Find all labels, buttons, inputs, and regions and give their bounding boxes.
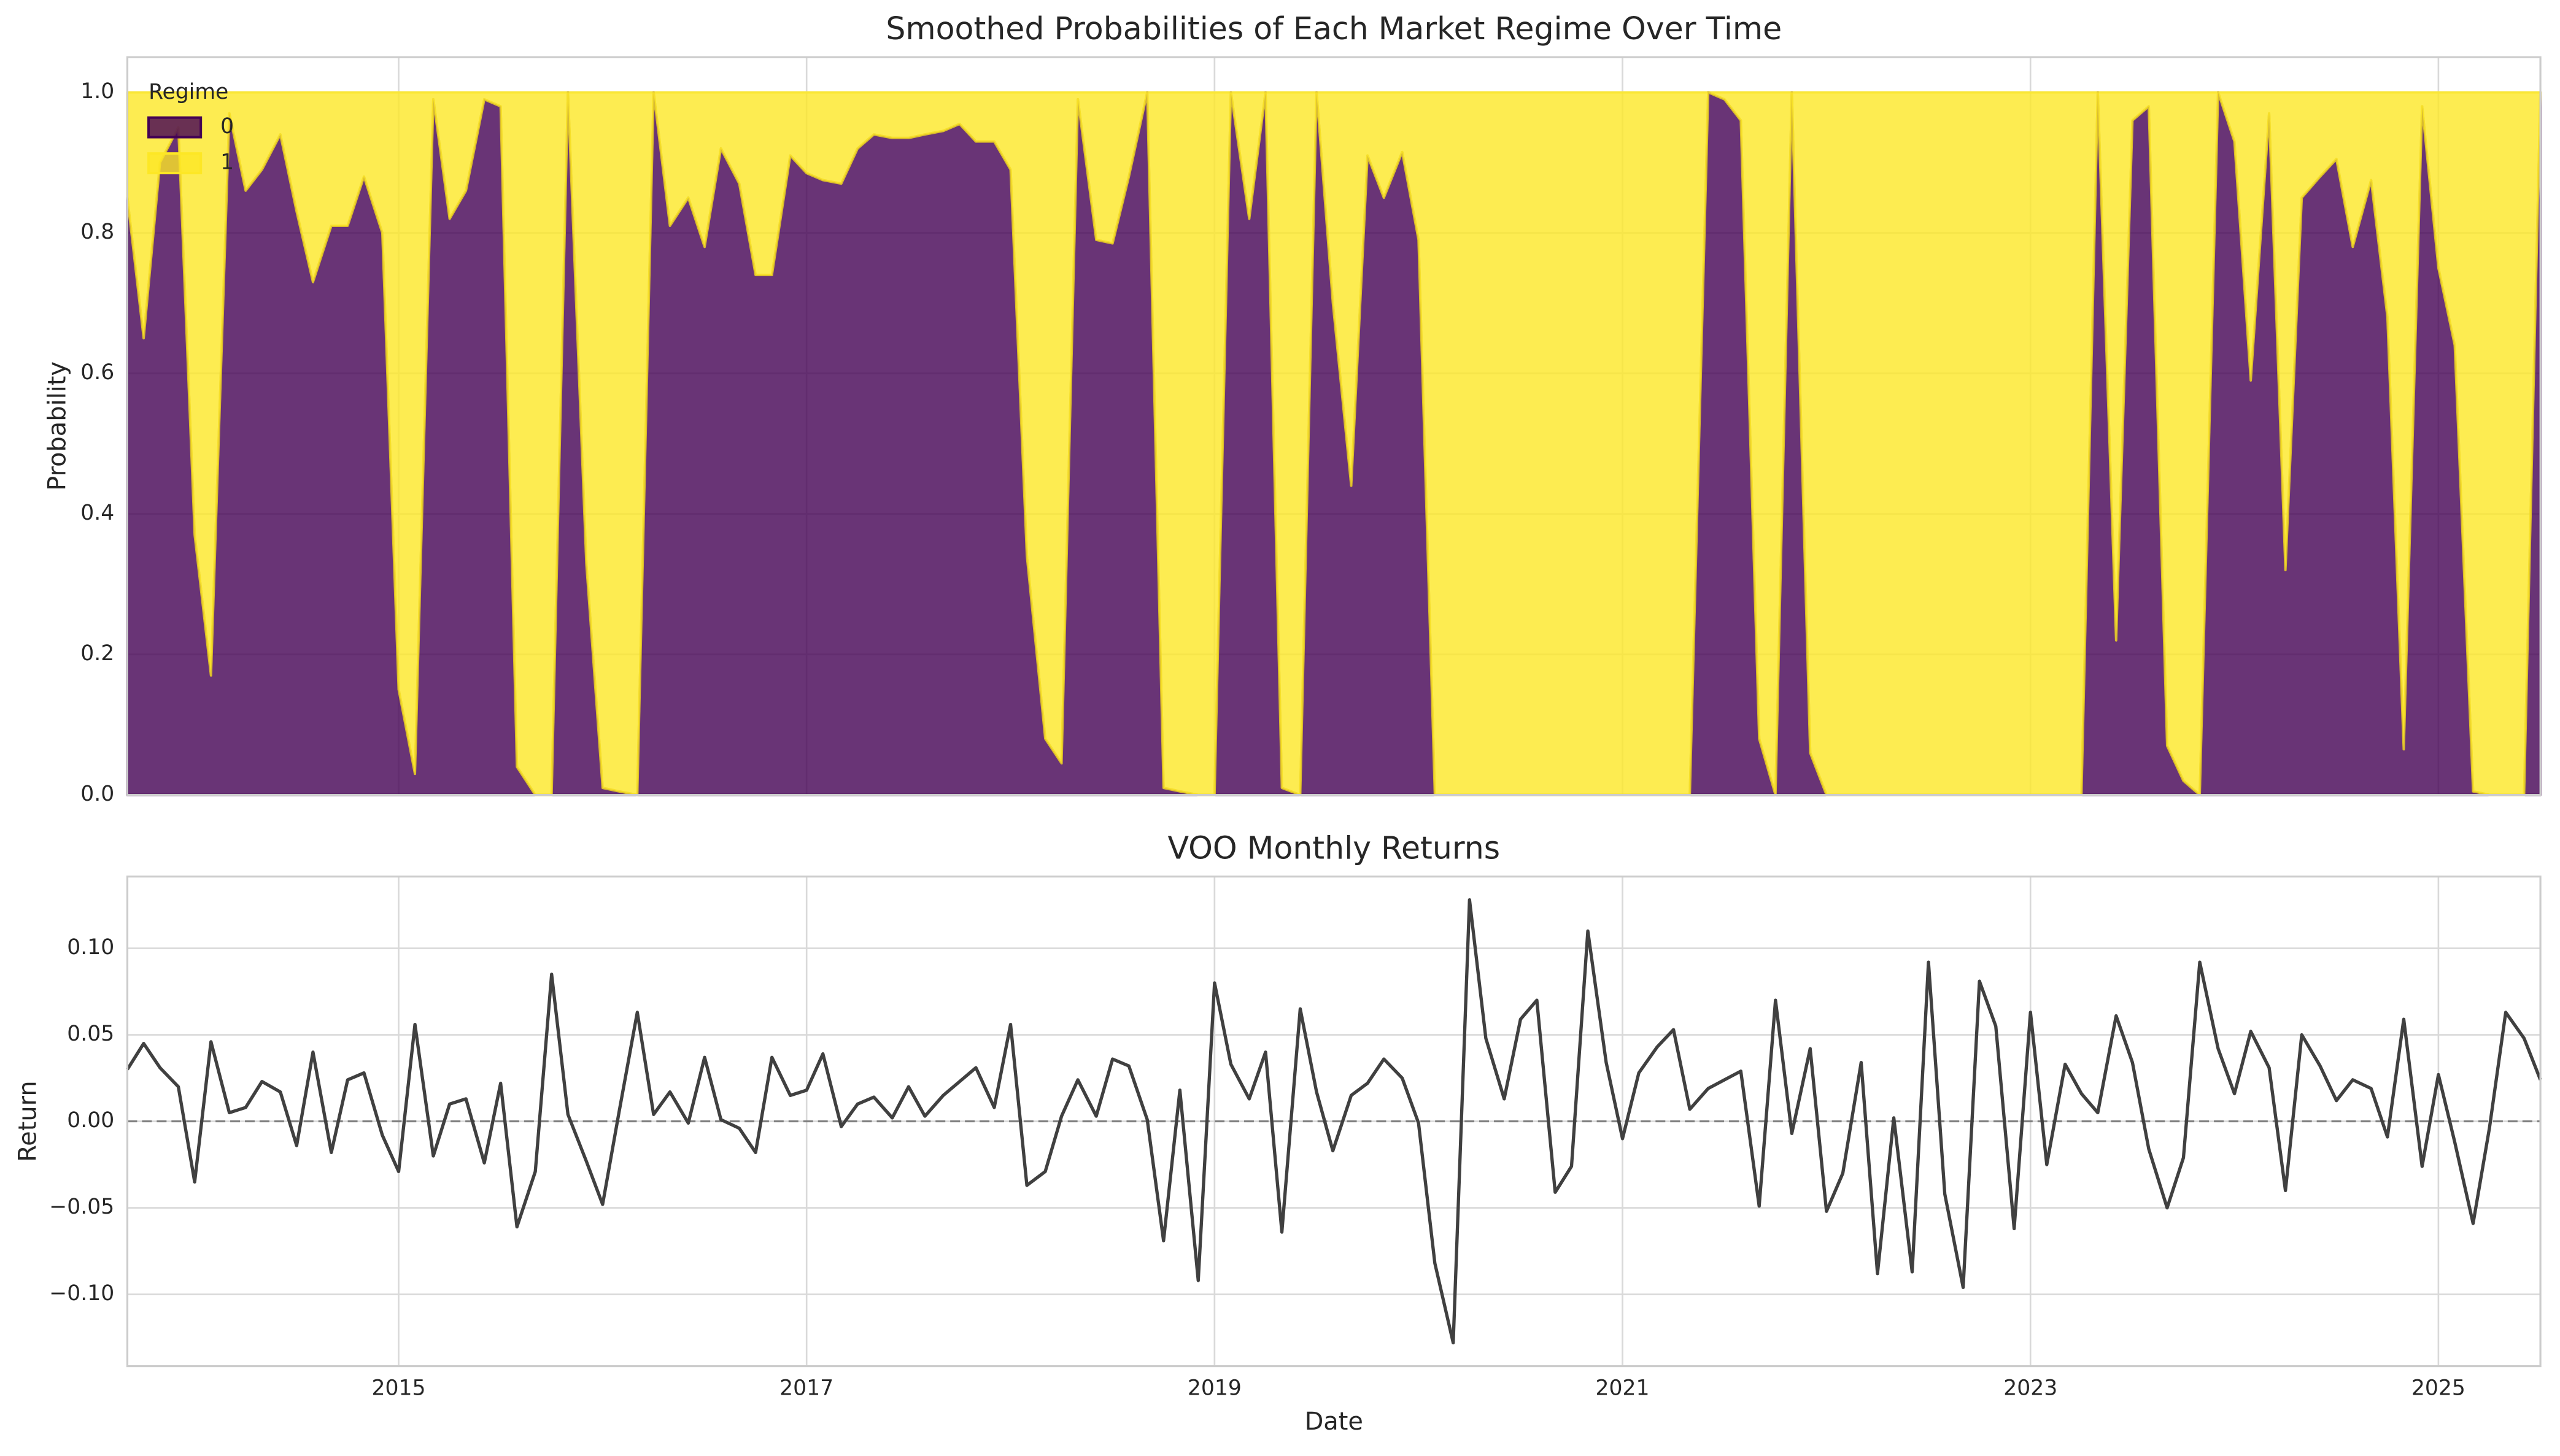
legend: Regime 0 1: [147, 80, 234, 175]
y-tick-label: 0.6: [80, 360, 114, 385]
y-axis-label: Probability: [43, 361, 71, 491]
axes-frame: [126, 56, 2542, 796]
x-tick-label: 2025: [2411, 1376, 2465, 1400]
y-tick-label: 0.05: [67, 1022, 114, 1046]
x-axis-label: Date: [1305, 1408, 1363, 1436]
legend-swatch: [147, 116, 203, 139]
y-tick-label: 0.4: [80, 501, 114, 525]
x-tick-label: 2021: [1596, 1376, 1650, 1400]
line: [126, 898, 2542, 1345]
x-tick-label: 2023: [2003, 1376, 2057, 1400]
legend-swatch: [147, 152, 203, 175]
y-tick-label: −0.10: [49, 1281, 114, 1306]
legend-title: Regime: [149, 80, 228, 104]
x-tick-label: 2015: [371, 1376, 425, 1400]
y-tick-label: 0.10: [67, 935, 114, 960]
y-tick-label: 1.0: [80, 79, 114, 104]
y-tick-label: 0.0: [80, 782, 114, 806]
legend-label: 1: [220, 150, 234, 175]
y-tick-label: 0.00: [67, 1108, 114, 1133]
y-axis-label: Return: [14, 1080, 42, 1161]
x-tick-label: 2019: [1188, 1376, 1242, 1400]
x-tick-label: 2017: [779, 1376, 833, 1400]
axes-frame: [126, 875, 2542, 1368]
y-tick-label: −0.05: [49, 1195, 114, 1219]
area: [126, 91, 2542, 796]
y-tick-label: 0.8: [80, 220, 114, 244]
chart-title: Smoothed Probabilities of Each Market Re…: [886, 10, 1782, 47]
legend-label: 0: [220, 114, 234, 139]
y-tick-label: 0.2: [80, 641, 114, 666]
chart-title: VOO Monthly Returns: [1167, 830, 1500, 866]
